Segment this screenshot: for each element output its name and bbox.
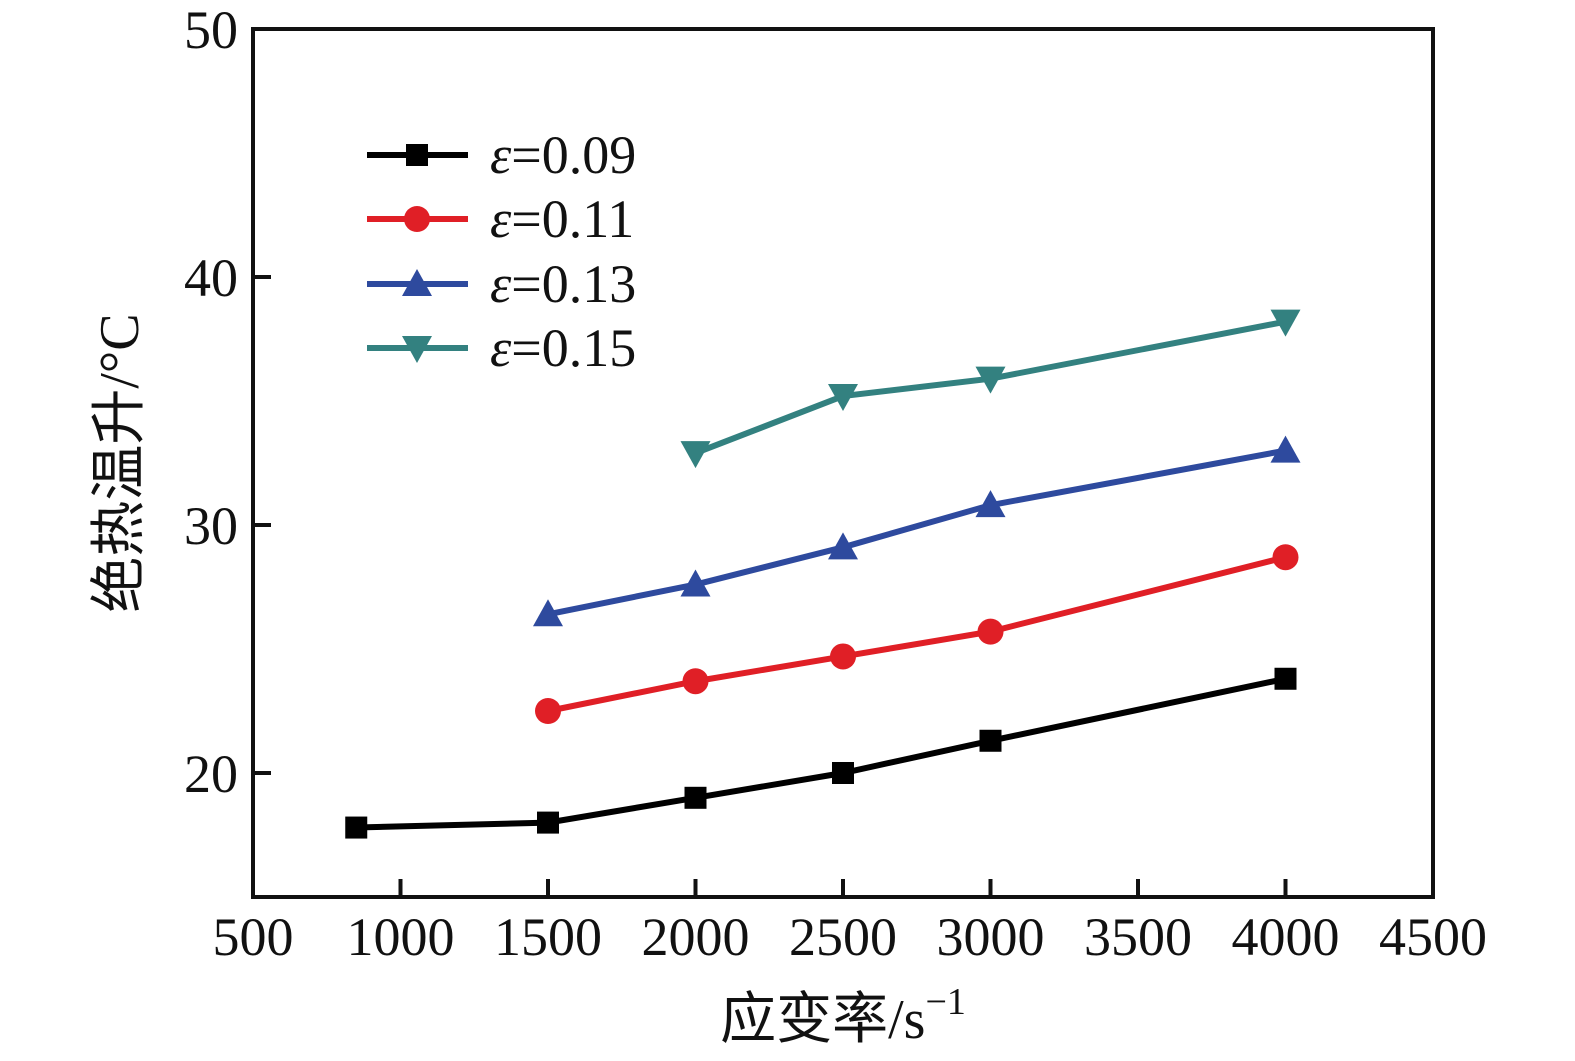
marker-triangle-down <box>402 336 432 363</box>
marker-triangle-up <box>533 599 563 627</box>
series-line <box>547 447 1287 618</box>
legend-item-1: ε=0.11 <box>367 189 634 249</box>
series-2 <box>533 435 1301 627</box>
series-0 <box>345 667 1297 839</box>
y-tick-label: 20 <box>184 744 238 804</box>
marker-square <box>1274 667 1297 690</box>
series-3 <box>680 309 1301 469</box>
series-line <box>356 675 1287 831</box>
y-tick-label: 30 <box>184 496 238 556</box>
marker-triangle-up <box>1270 435 1301 463</box>
marker-triangle-down <box>680 441 711 469</box>
x-axis-ticks <box>398 879 1288 897</box>
series-1 <box>535 544 1299 724</box>
x-axis-tick-labels: 500 1000 1500 2000 2500 3000 3500 4000 4500 <box>213 907 1488 967</box>
series-line <box>547 554 1287 714</box>
x-tick-label: 3000 <box>937 907 1045 967</box>
x-tick-label: 2000 <box>642 907 750 967</box>
marker-circle <box>1272 544 1299 571</box>
marker-square <box>684 786 707 809</box>
marker-circle <box>404 206 430 232</box>
x-axis-label: 应变率/s−1 <box>720 981 966 1051</box>
marker-triangle-up <box>402 269 432 296</box>
legend-label: ε=0.09 <box>490 125 636 185</box>
marker-triangle-down <box>828 384 858 412</box>
x-tick-label: 2500 <box>789 907 897 967</box>
series-line <box>694 318 1287 456</box>
marker-square <box>345 816 368 839</box>
marker-triangle-up <box>680 569 711 597</box>
marker-square <box>406 144 428 166</box>
x-tick-label: 1500 <box>494 907 602 967</box>
y-tick-label: 50 <box>184 0 238 60</box>
legend-label: ε=0.11 <box>490 189 634 249</box>
y-axis-tick-labels: 20 30 40 50 <box>184 0 238 804</box>
legend-label: ε=0.15 <box>490 318 636 378</box>
x-tick-label: 4000 <box>1232 907 1340 967</box>
marker-triangle-up <box>975 490 1006 518</box>
marker-circle <box>682 668 709 695</box>
x-tick-label: 4500 <box>1379 907 1487 967</box>
marker-triangle-up <box>828 532 858 560</box>
y-tick-label: 40 <box>184 248 238 308</box>
marker-circle <box>977 618 1004 645</box>
legend-item-0: ε=0.09 <box>367 125 636 185</box>
legend-item-3: ε=0.15 <box>367 318 636 378</box>
y-axis-label: 绝热温升/°C <box>89 313 151 612</box>
y-axis-ticks <box>253 275 271 775</box>
marker-square <box>537 811 559 834</box>
marker-square <box>979 729 1002 752</box>
marker-triangle-down <box>975 366 1006 394</box>
marker-square <box>832 762 854 784</box>
data-series <box>345 309 1301 839</box>
x-tick-label: 500 <box>213 907 294 967</box>
marker-circle <box>535 698 561 724</box>
legend-item-2: ε=0.13 <box>367 254 636 314</box>
legend-label: ε=0.13 <box>490 254 636 314</box>
legend: ε=0.09ε=0.11ε=0.13ε=0.15 <box>367 125 636 378</box>
marker-circle <box>830 643 856 670</box>
marker-triangle-down <box>1270 309 1301 337</box>
x-tick-label: 1000 <box>347 907 455 967</box>
x-tick-label: 3500 <box>1084 907 1192 967</box>
